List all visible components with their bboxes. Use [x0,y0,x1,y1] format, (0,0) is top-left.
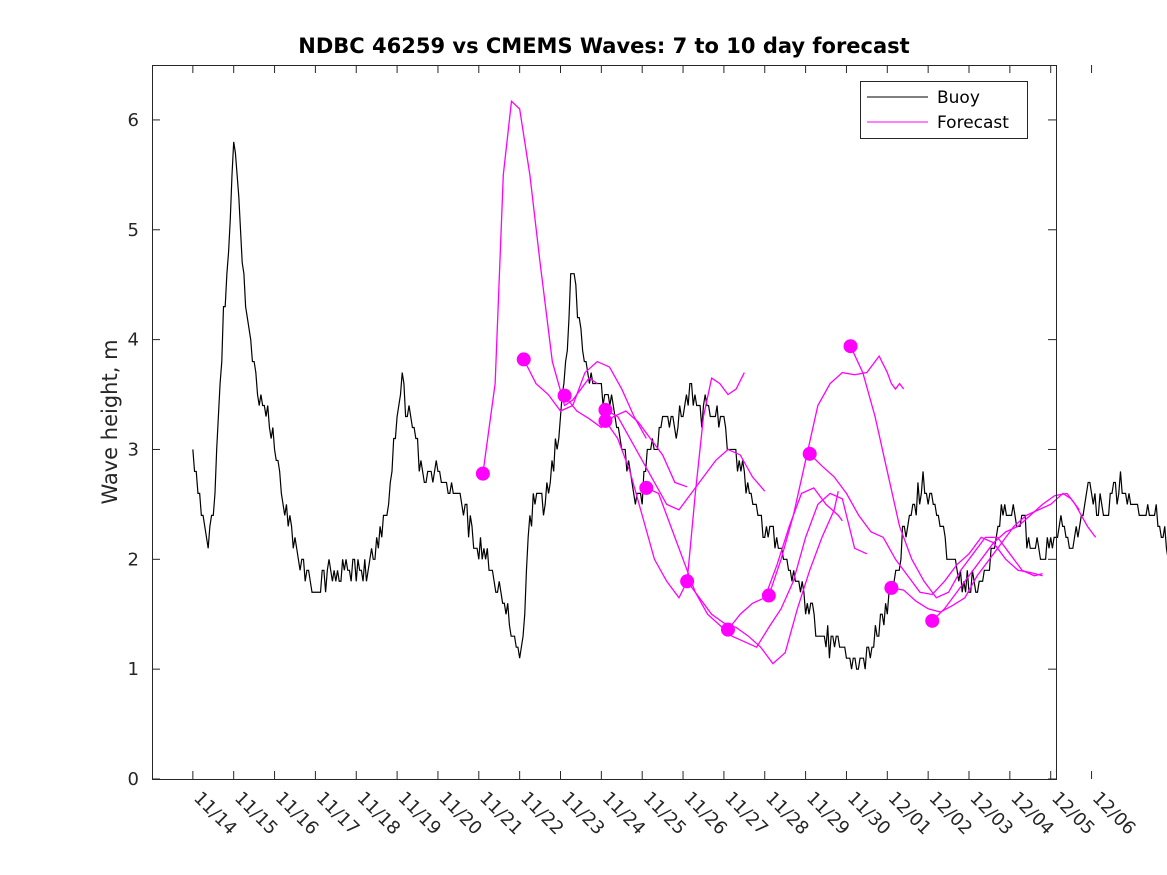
forecast-start-marker-0 [475,466,490,481]
forecast-line-0 [482,99,598,474]
forecast-line-6 [686,491,839,665]
forecast-series [475,99,1097,665]
forecast-start-marker-6 [680,574,695,589]
legend-forecast-label: Forecast [937,113,1009,133]
forecast-start-marker-7 [720,622,735,637]
forecast-line-12 [931,492,1097,622]
legend: Buoy Forecast [860,81,1028,139]
forecast-line-7 [727,487,843,631]
forecast-start-marker-5 [639,480,654,495]
legend-box [860,81,1028,139]
forecast-line-8 [768,354,905,596]
forecast-start-marker-8 [761,588,776,603]
y-axis-label: Wave height, m [98,339,122,504]
y-tick-label-1: 1 [128,659,139,680]
forecast-start-marker-11 [884,580,899,595]
forecast-line-11 [891,492,1080,613]
buoy-series [192,141,1167,670]
forecast-line-2 [564,395,688,488]
forecast-start-marker-3 [598,402,613,417]
forecast-start-marker-10 [843,339,858,354]
forecast-start-marker-9 [802,446,817,461]
y-tick-label-4: 4 [128,330,139,351]
forecast-start-marker-1 [516,352,531,367]
forecast-line-1 [523,359,647,439]
y-tick-label-2: 2 [128,549,139,570]
forecast-start-marker-12 [925,613,940,628]
forecast-start-marker-4 [598,413,613,428]
forecast-line-5 [646,487,868,649]
forecast-line-9 [809,453,1043,596]
forecast-line-10 [849,345,1043,599]
forecast-line-3 [605,409,766,511]
plot-box [152,65,1057,780]
y-axis: 0 1 2 3 4 5 6 [128,110,1056,790]
buoy-line [192,141,1167,670]
y-tick-label-0: 0 [128,769,139,790]
y-tick-label-3: 3 [128,439,139,460]
forecast-start-marker-2 [557,388,572,403]
legend-buoy-label: Buoy [937,88,980,108]
y-tick-label-5: 5 [128,220,139,241]
y-tick-label-6: 6 [128,110,139,131]
chart-title: NDBC 46259 vs CMEMS Waves: 7 to 10 day f… [298,34,909,58]
